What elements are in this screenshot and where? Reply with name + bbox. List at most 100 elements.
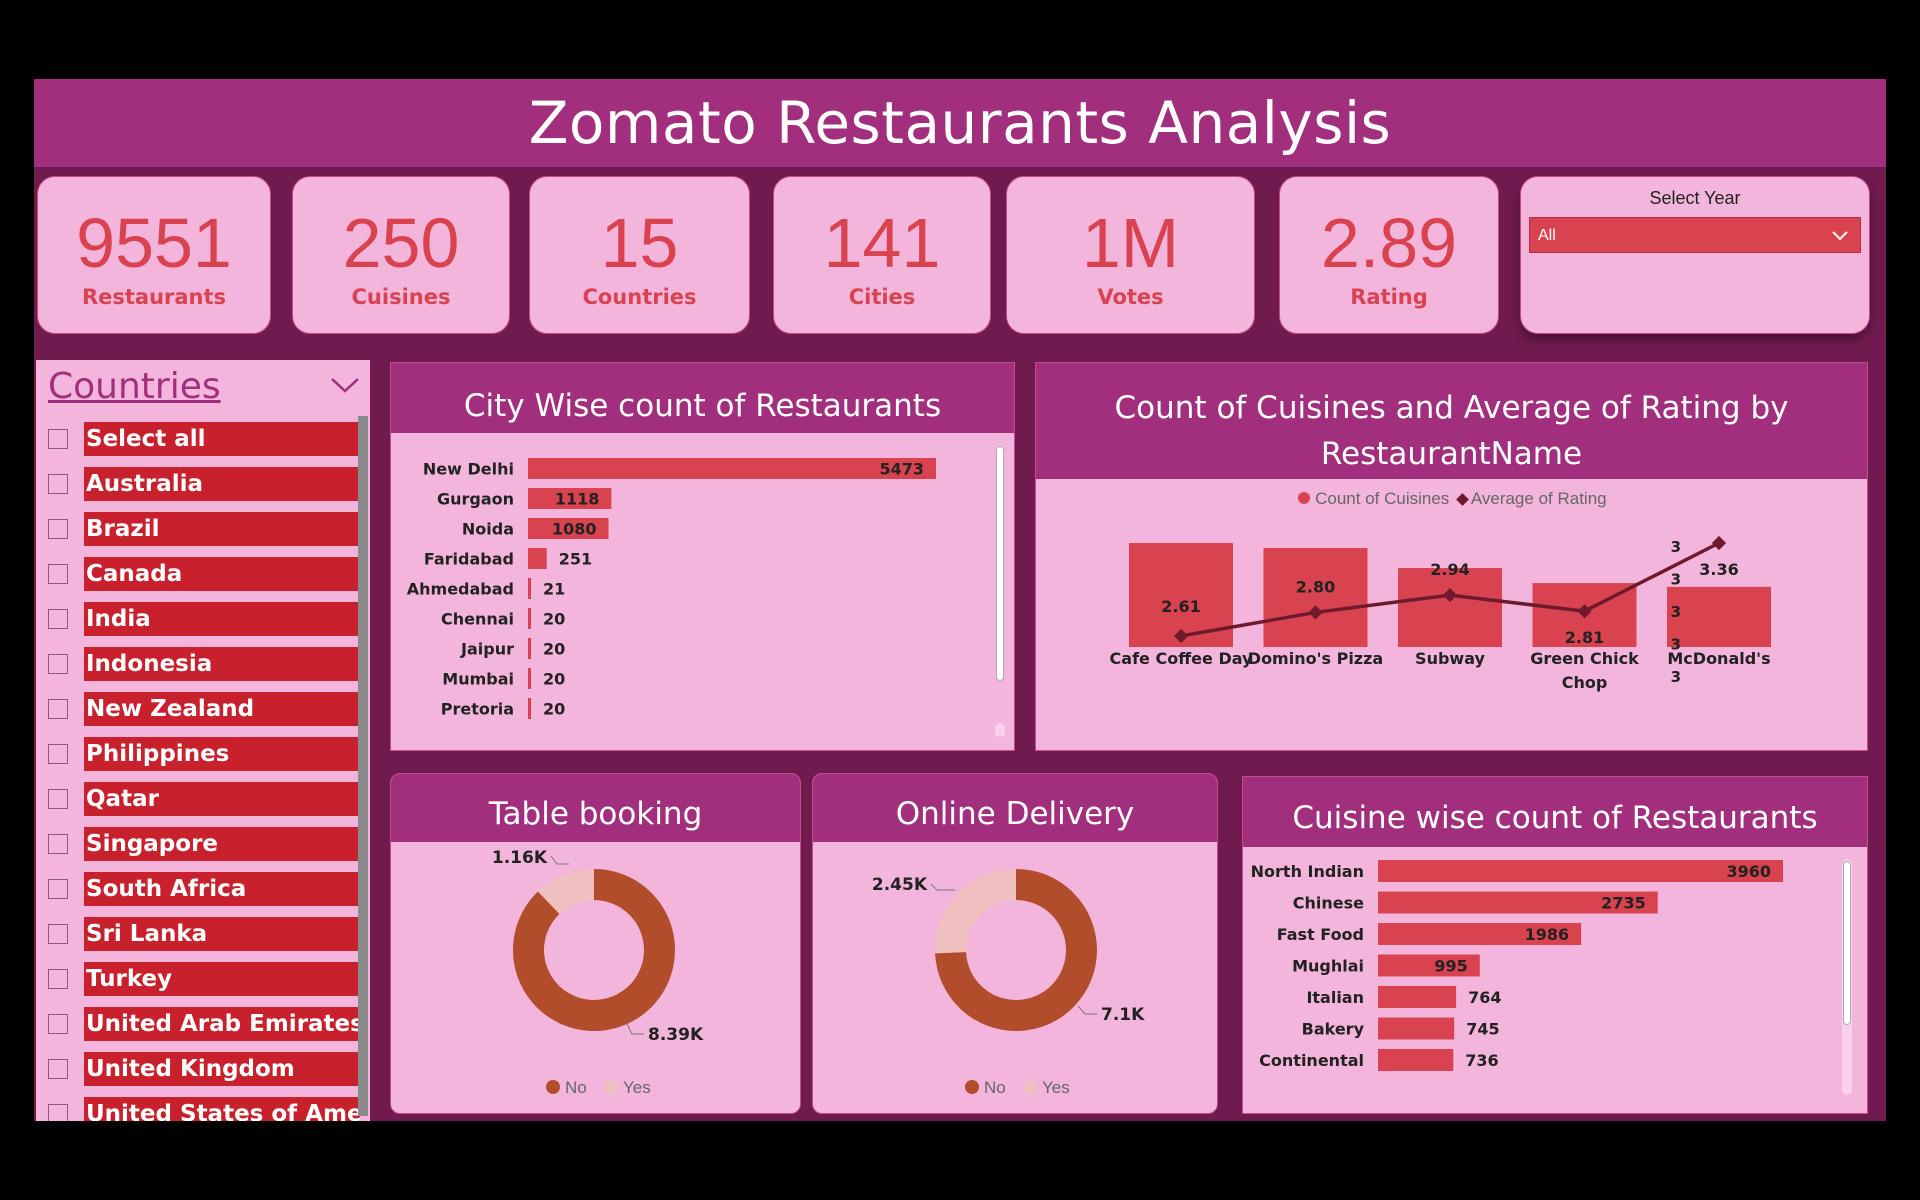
slicer-title[interactable]: Countries <box>48 366 221 407</box>
slicer-item-label: Singapore <box>84 827 360 861</box>
online-delivery-title: Online Delivery <box>813 774 1217 842</box>
city-chart-title: City Wise count of Restaurants <box>391 363 1014 433</box>
kpi-value: 15 <box>600 204 679 282</box>
slicer-checkbox[interactable] <box>48 1104 68 1121</box>
year-dropdown-value: All <box>1538 227 1556 244</box>
kpi-value: 2.89 <box>1320 204 1458 282</box>
kpi-card-cuisines: 250 Cuisines <box>292 176 510 334</box>
cuisine-chart-title: Cuisine wise count of Restaurants <box>1243 777 1867 847</box>
kpi-label: Restaurants <box>81 285 227 309</box>
slicer-item[interactable]: United Arab Emirates <box>44 1007 362 1041</box>
cuisine-chart-panel: Cuisine wise count of Restaurants North … <box>1242 776 1868 1114</box>
legend-marker <box>1023 1080 1037 1094</box>
bar <box>1378 1049 1454 1071</box>
slicer-checkbox[interactable] <box>48 429 68 449</box>
table-booking-title: Table booking <box>391 774 800 842</box>
category-label: Domino's Pizza <box>1248 649 1383 668</box>
category-label: Cafe Coffee Day <box>1110 649 1253 668</box>
slicer-item[interactable]: Select all <box>44 422 362 456</box>
slicer-item[interactable]: South Africa <box>44 872 362 906</box>
page-title: Zomato Restaurants Analysis <box>528 89 1392 157</box>
legend-label: No <box>565 1078 587 1097</box>
kpi-label: Countries <box>582 285 697 309</box>
slicer-item-label: United Kingdom <box>84 1052 360 1086</box>
slicer-item[interactable]: Indonesia <box>44 647 362 681</box>
slicer-item[interactable]: Brazil <box>44 512 362 546</box>
slicer-scrollbar[interactable] <box>358 416 368 1116</box>
leader-line <box>930 883 955 891</box>
kpi-card-cities: 141 Cities <box>773 176 991 334</box>
line-point <box>1442 588 1458 603</box>
bar <box>1378 860 1783 882</box>
bar <box>1378 986 1457 1008</box>
bar <box>528 458 936 479</box>
year-filter-label: Select Year <box>1649 188 1741 208</box>
slicer-checkbox[interactable] <box>48 789 68 809</box>
slicer-item[interactable]: New Zealand <box>44 692 362 726</box>
data-label: 21 <box>543 580 565 599</box>
title-bar: Zomato Restaurants Analysis <box>34 79 1886 167</box>
slicer-checkbox[interactable] <box>48 879 68 899</box>
legend-label: No <box>984 1078 1006 1097</box>
bar <box>1378 923 1582 945</box>
kpi-value: 9551 <box>76 204 232 282</box>
slicer-item-label: Philippines <box>84 737 360 771</box>
slicer-checkbox[interactable] <box>48 1059 68 1079</box>
slicer-item-label: Canada <box>84 557 360 591</box>
data-label: 1.16K <box>492 848 548 868</box>
category-label: Chennai <box>441 610 514 629</box>
slicer-checkbox[interactable] <box>48 699 68 719</box>
slicer-item[interactable]: United States of Amer <box>44 1097 362 1121</box>
slicer-item[interactable]: Philippines <box>44 737 362 771</box>
slicer-item[interactable]: Australia <box>44 467 362 501</box>
line-point <box>1711 535 1727 551</box>
slicer-item[interactable]: Sri Lanka <box>44 917 362 951</box>
leader-line <box>625 1021 644 1035</box>
data-label: 5473 <box>879 460 924 479</box>
data-label: 20 <box>543 640 565 659</box>
category-label: Jaipur <box>460 640 514 659</box>
data-label: 20 <box>543 670 565 689</box>
slicer-item[interactable]: United Kingdom <box>44 1052 362 1086</box>
slicer-item-label: South Africa <box>84 872 360 906</box>
slicer-checkbox[interactable] <box>48 1014 68 1034</box>
slicer-item[interactable]: Canada <box>44 557 362 591</box>
slicer-checkbox[interactable] <box>48 654 68 674</box>
table-booking-panel: Table booking 8.39K 1.16K No Yes <box>390 773 801 1114</box>
slicer-item-label: Select all <box>84 422 360 456</box>
slicer-checkbox[interactable] <box>48 519 68 539</box>
legend-label: Yes <box>1042 1078 1070 1097</box>
chevron-down-icon[interactable] <box>330 374 360 400</box>
data-label: 2.61 <box>1161 597 1200 616</box>
slicer-checkbox[interactable] <box>48 969 68 989</box>
slicer-item[interactable]: Turkey <box>44 962 362 996</box>
slicer-item[interactable]: Singapore <box>44 827 362 861</box>
legend-label: Count of Cuisines <box>1315 489 1450 508</box>
slicer-item[interactable]: India <box>44 602 362 636</box>
slicer-checkbox[interactable] <box>48 834 68 854</box>
data-label: 1118 <box>555 490 600 509</box>
slicer-item-label: United Arab Emirates <box>84 1007 360 1041</box>
bar <box>1378 954 1480 977</box>
kpi-value: 141 <box>823 204 941 282</box>
slicer-checkbox[interactable] <box>48 744 68 764</box>
bar <box>528 638 531 659</box>
kpi-card-votes: 1M Votes <box>1006 176 1255 334</box>
category-label: Italian <box>1306 988 1364 1007</box>
data-label: 1080 <box>552 520 597 539</box>
kpi-label: Cities <box>848 285 916 309</box>
axis-tick-label: 3 <box>1671 603 1681 621</box>
cuisine-chart-scrollbar[interactable] <box>1843 861 1851 1025</box>
year-dropdown[interactable]: All <box>1529 217 1861 253</box>
slicer-item[interactable]: Qatar <box>44 782 362 816</box>
category-label: Faridabad <box>424 550 514 569</box>
slicer-item-label: Indonesia <box>84 647 360 681</box>
legend-marker-circle <box>1298 492 1311 504</box>
city-chart-scrollbar[interactable] <box>996 446 1004 681</box>
slicer-checkbox[interactable] <box>48 474 68 494</box>
slicer-checkbox[interactable] <box>48 564 68 584</box>
data-label: 745 <box>1466 1020 1499 1039</box>
combo-legend: Count of Cuisines Average of Rating <box>1036 489 1869 509</box>
slicer-checkbox[interactable] <box>48 609 68 629</box>
slicer-checkbox[interactable] <box>48 924 68 944</box>
